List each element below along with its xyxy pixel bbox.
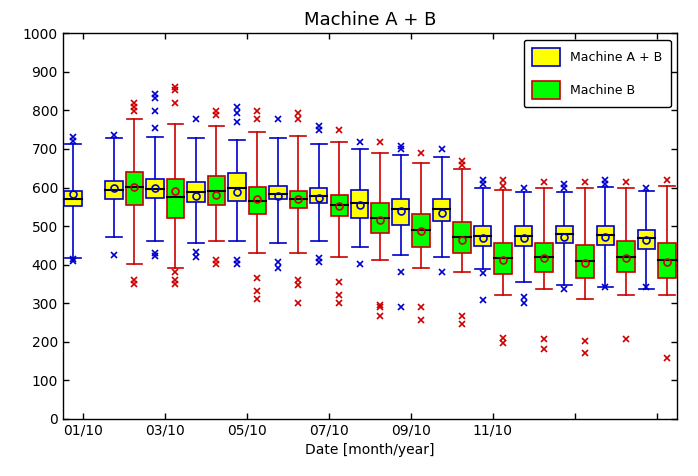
Bar bbox=[228, 173, 246, 201]
Bar bbox=[371, 203, 389, 233]
Bar bbox=[617, 241, 634, 272]
Bar bbox=[658, 243, 676, 278]
Bar bbox=[515, 227, 532, 246]
Bar bbox=[126, 172, 143, 205]
Bar bbox=[413, 214, 430, 247]
Bar bbox=[167, 179, 184, 218]
Bar bbox=[433, 199, 450, 221]
Bar bbox=[310, 188, 327, 203]
Bar bbox=[577, 245, 593, 278]
Bar bbox=[392, 199, 409, 225]
Bar bbox=[351, 190, 369, 218]
Bar bbox=[535, 243, 553, 272]
Bar bbox=[454, 222, 470, 253]
Bar bbox=[597, 227, 614, 245]
Legend: Machine A + B, Machine B: Machine A + B, Machine B bbox=[524, 40, 671, 108]
Bar bbox=[474, 227, 491, 246]
X-axis label: Date [month/year]: Date [month/year] bbox=[305, 443, 435, 457]
Bar bbox=[248, 187, 266, 214]
Bar bbox=[105, 180, 123, 199]
Bar bbox=[208, 176, 225, 205]
Bar bbox=[147, 179, 163, 198]
Bar bbox=[494, 243, 512, 274]
Bar bbox=[331, 195, 348, 216]
Bar bbox=[64, 191, 82, 206]
Title: Machine A + B: Machine A + B bbox=[304, 11, 436, 29]
Bar bbox=[290, 191, 307, 208]
Bar bbox=[556, 227, 573, 243]
Bar bbox=[638, 229, 655, 249]
Bar bbox=[269, 186, 286, 199]
Bar bbox=[187, 182, 205, 202]
